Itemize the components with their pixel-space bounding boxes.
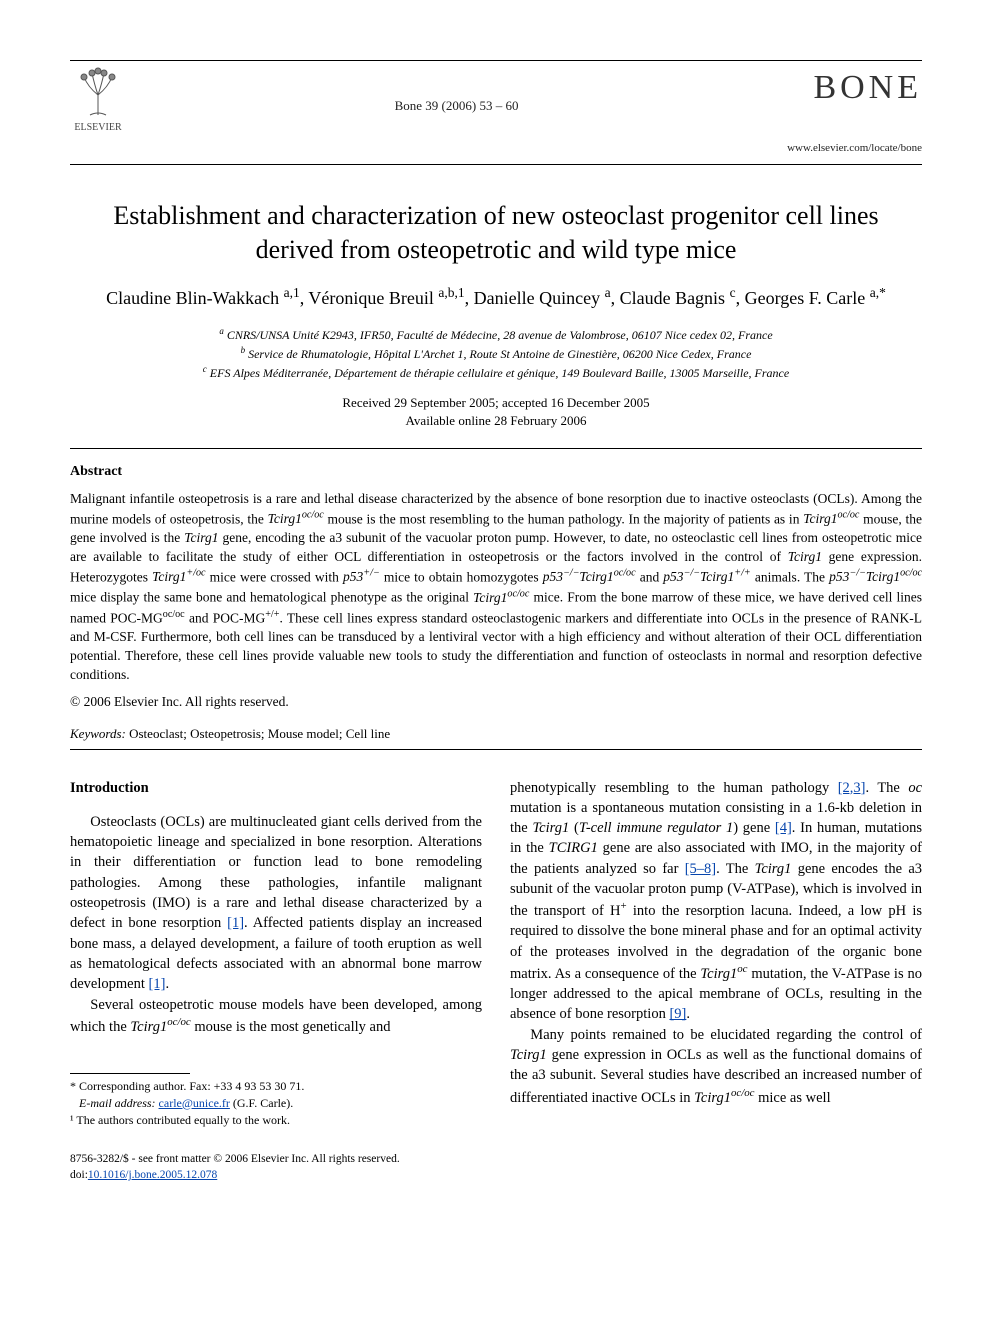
top-rule bbox=[70, 60, 922, 61]
article-dates: Received 29 September 2005; accepted 16 … bbox=[70, 394, 922, 430]
shared-contribution: ¹ The authors contributed equally to the… bbox=[70, 1112, 482, 1129]
footnotes: * Corresponding author. Fax: +33 4 93 53… bbox=[70, 1073, 482, 1128]
intro-p3: phenotypically resembling to the human p… bbox=[510, 778, 922, 1025]
header-rule bbox=[70, 164, 922, 165]
doi-link[interactable]: 10.1016/j.bone.2005.12.078 bbox=[88, 1169, 217, 1181]
email-link[interactable]: carle@unice.fr bbox=[159, 1096, 230, 1110]
received-accepted: Received 29 September 2005; accepted 16 … bbox=[70, 394, 922, 412]
introduction-heading: Introduction bbox=[70, 778, 482, 798]
affiliation-b: b Service de Rhumatologie, Hôpital L'Arc… bbox=[70, 344, 922, 363]
corresponding-author: * Corresponding author. Fax: +33 4 93 53… bbox=[70, 1078, 482, 1095]
affiliations: a CNRS/UNSA Unité K2943, IFR50, Faculté … bbox=[70, 325, 922, 382]
footer-left: 8756-3282/$ - see front matter © 2006 El… bbox=[70, 1152, 400, 1183]
right-column: phenotypically resembling to the human p… bbox=[510, 778, 922, 1129]
abstract-label: Abstract bbox=[70, 463, 922, 482]
intro-p1: Osteoclasts (OCLs) are multinucleated gi… bbox=[70, 812, 482, 995]
footnote-rule bbox=[70, 1073, 190, 1074]
body-columns: Introduction Osteoclasts (OCLs) are mult… bbox=[70, 778, 922, 1129]
keywords-label: Keywords: bbox=[70, 726, 126, 741]
keywords-text: Osteoclast; Osteopetrosis; Mouse model; … bbox=[129, 726, 390, 741]
header: ELSEVIER Bone 39 (2006) 53 – 60 BONE www… bbox=[70, 65, 922, 156]
intro-p4: Many points remained to be elucidated re… bbox=[510, 1025, 922, 1108]
abstract-copyright: © 2006 Elsevier Inc. All rights reserved… bbox=[70, 693, 922, 711]
left-column: Introduction Osteoclasts (OCLs) are mult… bbox=[70, 778, 482, 1129]
intro-p2: Several osteopetrotic mouse models have … bbox=[70, 995, 482, 1037]
available-online: Available online 28 February 2006 bbox=[70, 412, 922, 430]
publisher-logo: ELSEVIER bbox=[70, 65, 126, 135]
affiliation-a: a CNRS/UNSA Unité K2943, IFR50, Faculté … bbox=[70, 325, 922, 344]
article-title: Establishment and characterization of ne… bbox=[110, 199, 882, 267]
journal-url: www.elsevier.com/locate/bone bbox=[787, 141, 922, 156]
email-label: E-mail address: bbox=[79, 1096, 156, 1110]
publisher-name: ELSEVIER bbox=[74, 121, 121, 135]
affiliation-c: c EFS Alpes Méditerranée, Département de… bbox=[70, 363, 922, 382]
elsevier-tree-icon bbox=[70, 65, 126, 121]
abstract-top-rule bbox=[70, 448, 922, 449]
doi-line: doi:10.1016/j.bone.2005.12.078 bbox=[70, 1168, 400, 1184]
abstract-body: Malignant infantile osteopetrosis is a r… bbox=[70, 490, 922, 685]
footer: 8756-3282/$ - see front matter © 2006 El… bbox=[70, 1152, 922, 1183]
journal-block: BONE www.elsevier.com/locate/bone bbox=[787, 65, 922, 156]
email-tail: (G.F. Carle). bbox=[233, 1096, 293, 1110]
journal-citation: Bone 39 (2006) 53 – 60 bbox=[126, 65, 787, 115]
keywords: Keywords: Osteoclast; Osteopetrosis; Mou… bbox=[70, 725, 922, 743]
journal-logo: BONE bbox=[787, 65, 922, 111]
author-list: Claudine Blin-Wakkach a,1, Véronique Bre… bbox=[70, 284, 922, 310]
abstract-bottom-rule bbox=[70, 749, 922, 750]
email-line: E-mail address: carle@unice.fr (G.F. Car… bbox=[70, 1095, 482, 1112]
